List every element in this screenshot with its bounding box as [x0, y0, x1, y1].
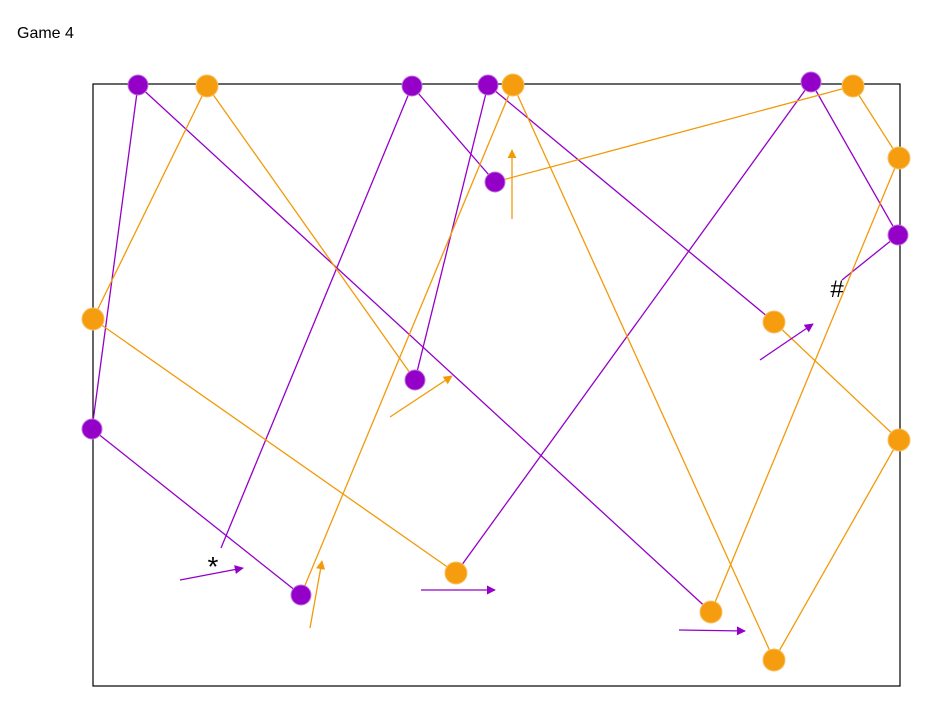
board-mark: *	[208, 551, 219, 582]
purple-pieces	[81, 71, 909, 606]
orange-links	[92, 84, 900, 661]
game-title: Game 4	[17, 25, 74, 42]
purple-links	[91, 81, 899, 613]
board-mark: #	[830, 276, 844, 303]
arrows	[179, 149, 814, 636]
orange-pieces	[81, 73, 911, 672]
